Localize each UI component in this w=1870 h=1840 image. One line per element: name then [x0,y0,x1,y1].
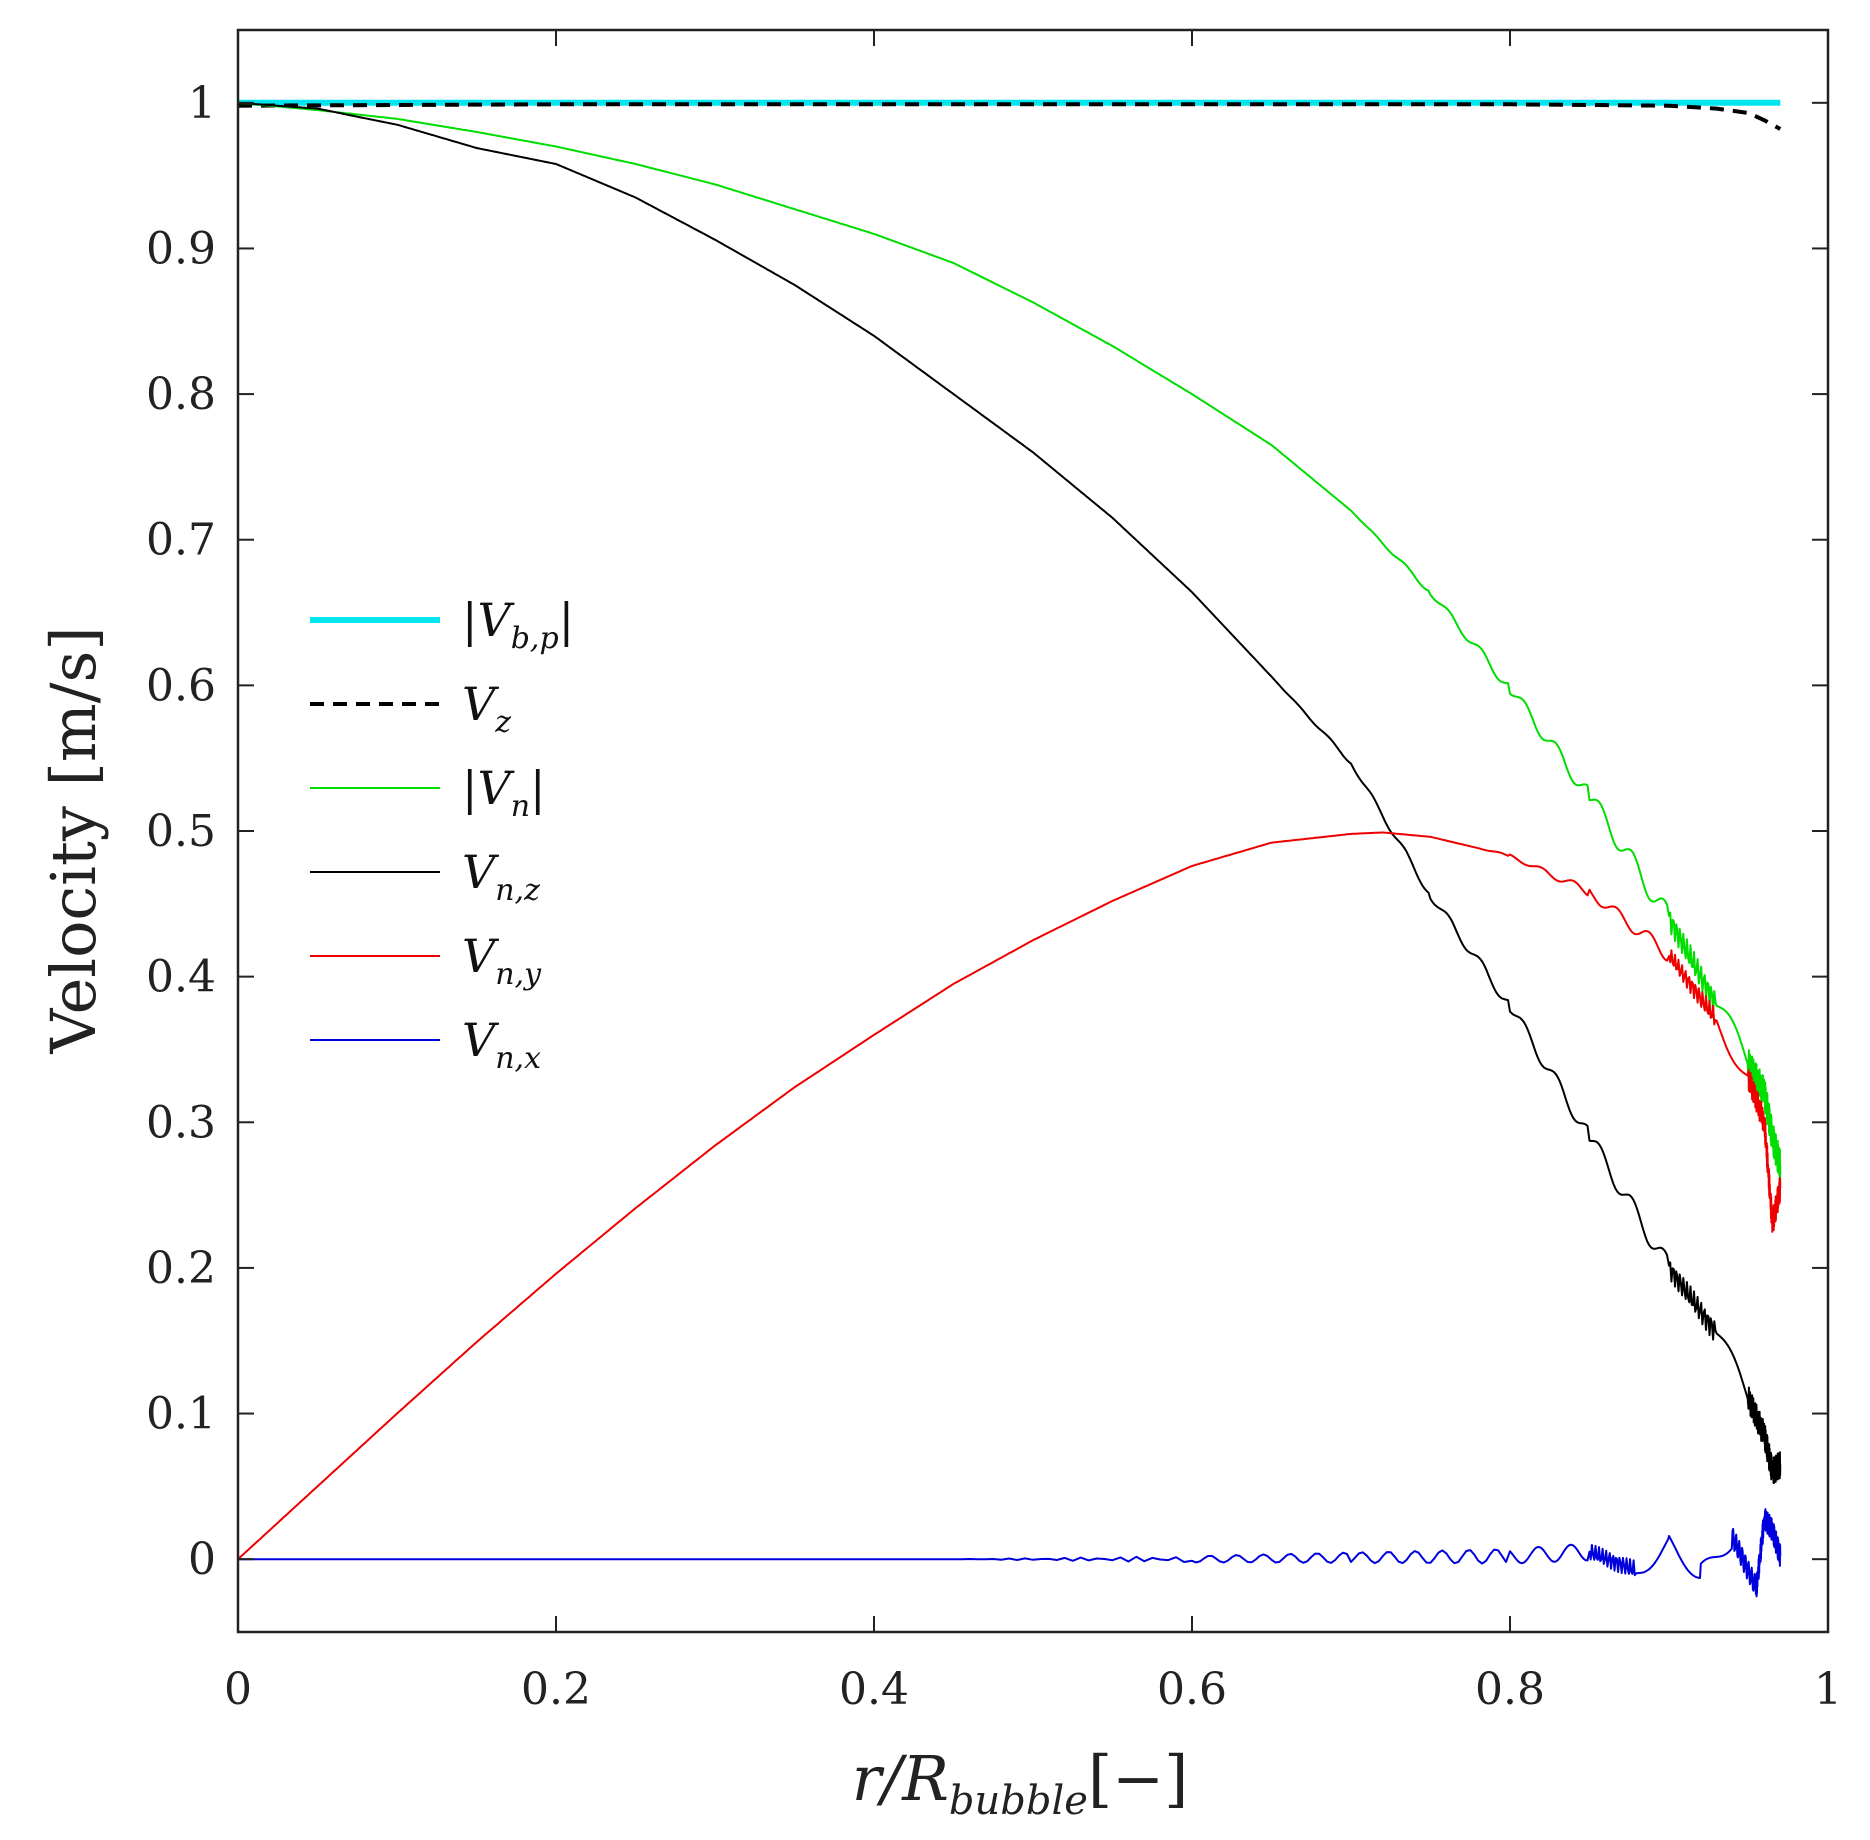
series-layer [237,99,1782,1598]
legend-label-2: |Vn| [462,761,546,824]
series-line-2 [237,101,1782,1181]
x-tick-label: 0.8 [1475,1664,1545,1715]
y-tick-label: 0.2 [146,1243,216,1294]
legend-label-1: Vz [462,677,511,740]
legend-label-0: |Vb,p| [462,593,574,656]
y-tick-label: 0.3 [146,1097,216,1148]
y-tick-label: 0.6 [146,660,216,711]
x-tick-label: 1 [1814,1664,1842,1715]
legend-label-4: Vn,y [462,929,542,992]
legend-label-5: Vn,x [462,1013,541,1076]
x-axis-label-suffix: [−] [1088,1742,1188,1815]
axes-layer: 0 0.2 0.4 0.6 0.8 1 0 0.1 0.2 0.3 0.4 0.5 0.6 0.7 0.8 0… [146,28,1842,1715]
x-axis-label-sub: bubble [949,1778,1088,1824]
y-axis-label: Velocity [m/s] [37,626,110,1054]
y-tick-label: 0.4 [146,952,216,1003]
x-tick-label: 0.6 [1157,1664,1227,1715]
series-line-4 [237,831,1782,1560]
x-tick-label: 0.2 [521,1664,591,1715]
x-tick-label: 0.4 [839,1664,909,1715]
x-axis-label: r/Rbubble[−] [852,1742,1189,1824]
y-tick-label: 0.5 [146,806,216,857]
x-axis-label-main: r/R [852,1742,949,1815]
y-tick-label: 0.9 [146,223,216,274]
series-line-5 [238,1508,1782,1598]
y-tick-label: 0.7 [146,515,216,566]
plot-area [238,30,1828,1632]
legend-label-3: Vn,z [462,845,540,908]
series-line-3 [237,101,1782,1485]
y-tick-label: 1 [188,78,216,129]
legend: |Vb,p| Vz |Vn| Vn,z Vn,y Vn,x [310,593,574,1076]
plot-background [238,30,1828,1632]
y-tick-label: 0.1 [146,1389,216,1440]
series-line-1 [237,102,1782,131]
y-tick-label: 0.8 [146,369,216,420]
y-tick-label: 0 [188,1534,216,1585]
x-tick-label: 0 [224,1664,252,1715]
